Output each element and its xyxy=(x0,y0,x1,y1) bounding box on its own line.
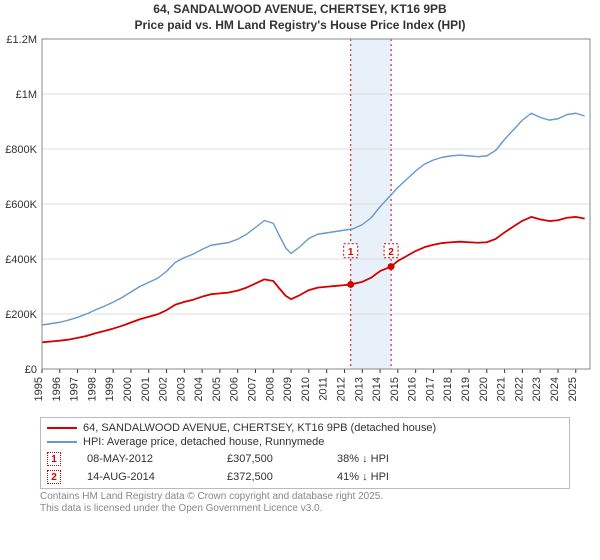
x-tick-label: 2024 xyxy=(549,377,561,401)
y-tick-label: £600K xyxy=(5,199,37,211)
legend-sale-price: £307,500 xyxy=(227,453,337,465)
x-tick-label: 2010 xyxy=(300,377,312,401)
legend-series-row: HPI: Average price, detached house, Runn… xyxy=(47,436,563,448)
legend-sale-row: 2 14-AUG-2014£372,50041% ↓ HPI xyxy=(47,470,563,484)
x-tick-label: 1999 xyxy=(104,377,116,401)
legend-sale-index: 1 xyxy=(47,452,61,466)
sale-marker-dot xyxy=(388,263,395,270)
x-tick-label: 2008 xyxy=(264,377,276,401)
x-tick-label: 2002 xyxy=(158,377,170,401)
legend-sale-date: 08-MAY-2012 xyxy=(87,453,227,465)
legend-label: HPI: Average price, detached house, Runn… xyxy=(83,436,324,448)
legend-sale-pct: 38% ↓ HPI xyxy=(337,453,457,465)
legend-series-row: 64, SANDALWOOD AVENUE, CHERTSEY, KT16 9P… xyxy=(47,422,563,434)
x-tick-label: 2011 xyxy=(318,377,330,401)
y-tick-label: £1.2M xyxy=(6,34,37,46)
x-tick-label: 2003 xyxy=(175,377,187,401)
series-hpi xyxy=(42,113,585,325)
legend-sale-date: 14-AUG-2014 xyxy=(87,471,227,483)
line-chart-svg: £0 £200K £400K £600K £800K £1M £1.2M 1995 1996 19… xyxy=(0,33,600,413)
attribution-line1: Contains HM Land Registry data © Crown c… xyxy=(40,491,383,502)
x-tick-label: 2013 xyxy=(353,377,365,401)
y-tick-label: £1M xyxy=(16,89,37,101)
legend-sale-price: £372,500 xyxy=(227,471,337,483)
attribution: Contains HM Land Registry data © Crown c… xyxy=(40,491,570,515)
legend-sale-row: 1 08-MAY-2012£307,50038% ↓ HPI xyxy=(47,452,563,466)
title-line1: 64, SANDALWOOD AVENUE, CHERTSEY, KT16 9P… xyxy=(153,2,446,16)
x-tick-label: 2000 xyxy=(122,377,134,401)
x-tick-label: 2007 xyxy=(247,377,259,401)
x-tick-label: 1998 xyxy=(86,377,98,401)
x-tick-label: 2015 xyxy=(389,377,401,401)
attribution-line2: This data is licensed under the Open Gov… xyxy=(40,503,322,514)
y-tick-label: £200K xyxy=(5,309,37,321)
chart-title: 64, SANDALWOOD AVENUE, CHERTSEY, KT16 9P… xyxy=(0,0,600,33)
x-tick-label: 1996 xyxy=(51,377,63,401)
x-tick-label: 2023 xyxy=(531,377,543,401)
x-tick-label: 2017 xyxy=(424,377,436,401)
legend-swatch xyxy=(47,427,77,429)
x-tick-label: 2022 xyxy=(513,377,525,401)
sale-marker-dot xyxy=(347,281,354,288)
sale-marker-index: 1 xyxy=(348,247,354,258)
x-tick-label: 2012 xyxy=(335,377,347,401)
chart-area: £0 £200K £400K £600K £800K £1M £1.2M 1995 1996 19… xyxy=(0,33,600,413)
x-tick-label: 2001 xyxy=(140,377,152,401)
x-tick-label: 2021 xyxy=(496,377,508,401)
legend-box: 64, SANDALWOOD AVENUE, CHERTSEY, KT16 9P… xyxy=(40,417,570,489)
x-tick-label: 2009 xyxy=(282,377,294,401)
x-tick-label: 2006 xyxy=(229,377,241,401)
x-tick-label: 1995 xyxy=(33,377,45,401)
x-tick-label: 2014 xyxy=(371,377,383,401)
legend-sale-index: 2 xyxy=(47,470,61,484)
y-tick-label: £400K xyxy=(5,254,37,266)
y-tick-label: £800K xyxy=(5,144,37,156)
y-tick-label: £0 xyxy=(25,364,37,376)
x-tick-label: 2005 xyxy=(211,377,223,401)
x-tick-label: 2018 xyxy=(442,377,454,401)
x-tick-label: 2025 xyxy=(567,377,579,401)
x-tick-label: 2019 xyxy=(460,377,472,401)
x-tick-label: 2016 xyxy=(407,377,419,401)
x-tick-label: 1997 xyxy=(69,377,81,401)
legend-sale-pct: 41% ↓ HPI xyxy=(337,471,457,483)
legend-swatch xyxy=(47,441,77,443)
sale-marker-index: 2 xyxy=(388,247,394,258)
x-tick-label: 2020 xyxy=(478,377,490,401)
x-tick-label: 2004 xyxy=(193,377,205,401)
title-line2: Price paid vs. HM Land Registry's House … xyxy=(135,18,466,32)
legend-label: 64, SANDALWOOD AVENUE, CHERTSEY, KT16 9P… xyxy=(83,422,436,434)
